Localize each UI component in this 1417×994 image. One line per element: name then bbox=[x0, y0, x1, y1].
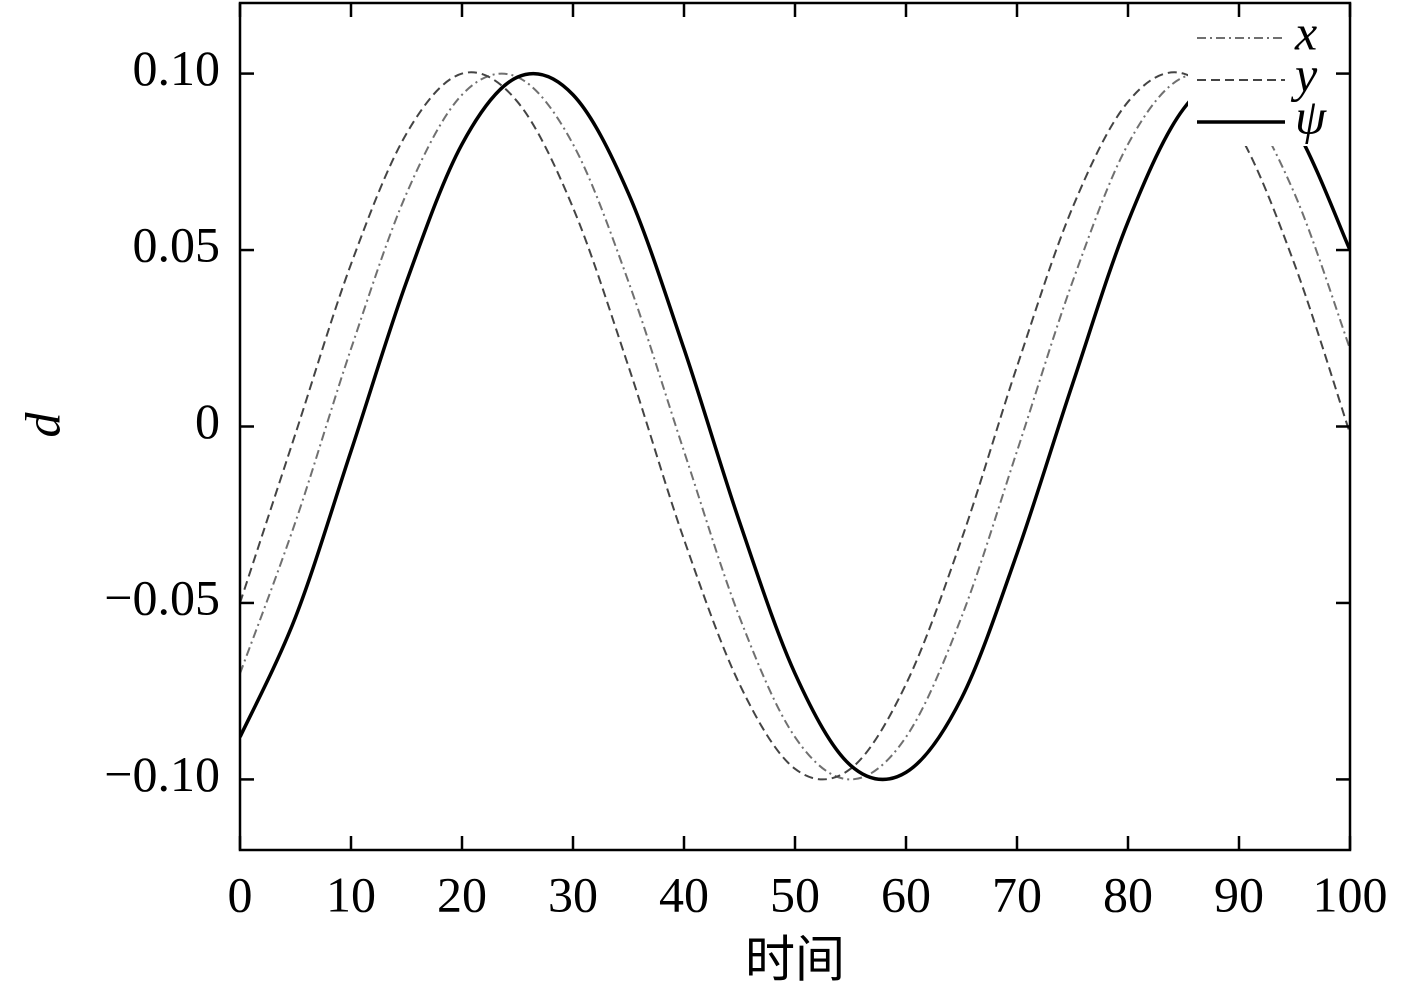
x-tick-label: 40 bbox=[659, 866, 709, 922]
x-tick-label: 70 bbox=[992, 866, 1042, 922]
x-tick-label: 50 bbox=[770, 866, 820, 922]
legend-label: ψ bbox=[1295, 88, 1327, 144]
series-line bbox=[240, 71, 1350, 782]
y-tick-label: −0.05 bbox=[104, 569, 220, 625]
x-tick-label: 20 bbox=[437, 866, 487, 922]
y-tick-label: 0.10 bbox=[133, 40, 221, 96]
x-tick-label: 10 bbox=[326, 866, 376, 922]
series-line bbox=[240, 72, 1350, 781]
y-tick-label: 0.05 bbox=[133, 217, 221, 273]
x-tick-label: 60 bbox=[881, 866, 931, 922]
x-tick-label: 30 bbox=[548, 866, 598, 922]
series-line bbox=[240, 71, 1350, 781]
plot-frame bbox=[238, 1, 1352, 852]
legend-label: y bbox=[1290, 46, 1318, 102]
x-tick-label: 80 bbox=[1103, 866, 1153, 922]
x-axis-label: 时间 bbox=[745, 931, 845, 987]
x-tick-label: 100 bbox=[1313, 866, 1388, 922]
x-tick-label: 0 bbox=[228, 866, 253, 922]
legend-label: x bbox=[1294, 4, 1317, 60]
y-tick-label: 0 bbox=[195, 393, 220, 449]
x-tick-label: 90 bbox=[1214, 866, 1264, 922]
y-tick-label: −0.10 bbox=[104, 746, 220, 802]
y-axis-label: d bbox=[14, 412, 70, 438]
